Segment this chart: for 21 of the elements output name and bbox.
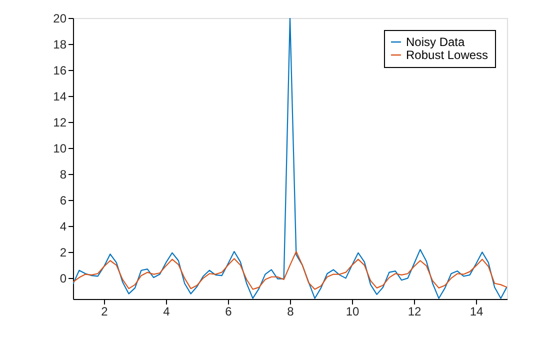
legend-label: Robust Lowess xyxy=(406,48,488,62)
y-tick-label: 8 xyxy=(60,168,67,182)
x-tick-label: 2 xyxy=(101,304,108,318)
x-tick-label: 10 xyxy=(346,304,360,318)
x-tick-label: 6 xyxy=(225,304,232,318)
y-tick-label: 6 xyxy=(60,194,67,208)
y-tick-label: 2 xyxy=(60,246,67,260)
x-tick-label: 4 xyxy=(163,304,170,318)
y-tick-label: 10 xyxy=(53,142,67,156)
line-series xyxy=(73,250,507,290)
y-tick-label: 16 xyxy=(53,64,67,78)
legend-label: Noisy Data xyxy=(406,35,466,49)
y-tick-label: 20 xyxy=(53,12,67,26)
y-tick-label: 18 xyxy=(53,38,67,52)
x-tick-label: 12 xyxy=(408,304,422,318)
y-tick-label: 14 xyxy=(53,90,67,104)
y-tick-label: 0 xyxy=(60,272,67,286)
x-tick-label: 8 xyxy=(287,304,294,318)
y-tick-label: 4 xyxy=(60,220,67,234)
y-tick-label: 12 xyxy=(53,116,67,130)
x-tick-label: 14 xyxy=(470,304,484,318)
